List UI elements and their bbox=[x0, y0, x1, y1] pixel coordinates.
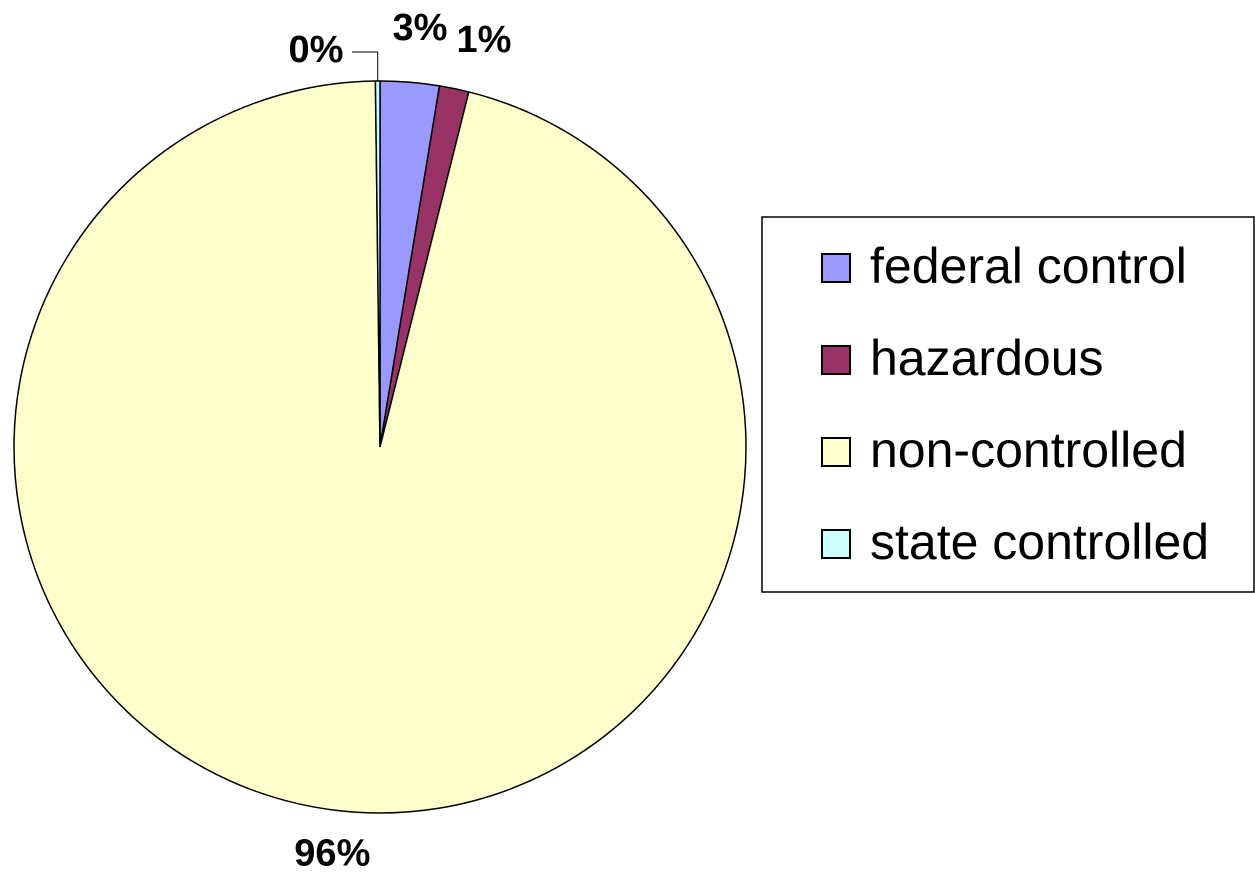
legend-swatch bbox=[821, 437, 851, 467]
data-label: 0% bbox=[289, 29, 344, 71]
leader-line bbox=[352, 51, 379, 82]
legend-label: non-controlled bbox=[870, 422, 1187, 478]
legend-label: hazardous bbox=[870, 330, 1104, 386]
data-label: 3% bbox=[393, 7, 448, 49]
legend-label: state controlled bbox=[870, 514, 1209, 570]
legend-label: federal control bbox=[870, 238, 1187, 294]
legend-swatch bbox=[821, 253, 851, 283]
pie-slice bbox=[13, 80, 747, 814]
data-label: 1% bbox=[457, 19, 512, 61]
data-label: 96% bbox=[294, 832, 370, 874]
legend-swatch bbox=[821, 345, 851, 375]
legend-swatch bbox=[821, 529, 851, 559]
